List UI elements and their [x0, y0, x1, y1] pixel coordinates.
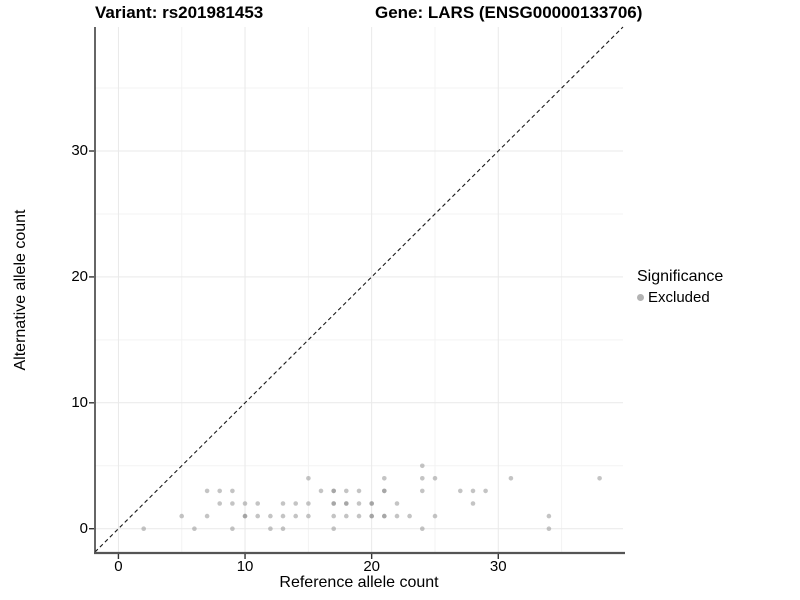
data-point [420, 488, 425, 494]
y-tick-label: 30 [71, 142, 88, 159]
gene-title: Gene: LARS (ENSG00000133706) [375, 3, 643, 22]
data-point [394, 513, 400, 519]
data-point [242, 513, 248, 519]
data-point [306, 501, 311, 506]
variant-title: Variant: rs201981453 [95, 3, 264, 22]
data-point [242, 501, 248, 506]
data-point [382, 488, 387, 494]
data-point [369, 501, 375, 506]
data-point [356, 513, 362, 519]
data-point [230, 488, 235, 494]
x-tick-label: 0 [114, 558, 123, 575]
data-point [306, 513, 311, 519]
data-point [293, 501, 299, 506]
data-point [420, 463, 425, 469]
y-tick-label: 0 [79, 519, 88, 537]
data-point [597, 476, 602, 481]
y-tick-label: 10 [71, 393, 88, 411]
legend-item-excluded: Excluded [637, 289, 723, 306]
data-point [230, 501, 235, 506]
data-point [432, 476, 438, 481]
data-point [432, 513, 438, 519]
data-point [382, 513, 387, 519]
data-point [331, 488, 337, 494]
x-tick-label: 20 [363, 558, 380, 575]
data-point [217, 488, 222, 494]
data-point [470, 488, 476, 494]
data-point [407, 513, 412, 519]
x-tick-label: 10 [236, 558, 254, 575]
legend-item-label: Excluded [648, 289, 710, 306]
x-axis-title: Reference allele count [279, 574, 439, 591]
data-point [280, 526, 286, 531]
data-point [420, 526, 425, 531]
data-point [255, 501, 260, 506]
data-point [458, 488, 463, 494]
data-point [483, 488, 488, 494]
data-point [293, 513, 299, 519]
data-point [306, 476, 311, 481]
data-point [141, 526, 146, 531]
data-point [268, 513, 273, 519]
data-point [344, 501, 349, 506]
data-point [318, 488, 324, 494]
data-point [280, 513, 286, 519]
data-point [204, 488, 210, 494]
data-point [331, 501, 337, 506]
data-point [369, 513, 375, 519]
data-point [192, 526, 197, 531]
data-point [394, 501, 400, 506]
data-point [382, 476, 387, 481]
legend-title: Significance [637, 268, 724, 285]
data-point [344, 488, 349, 494]
data-point [217, 501, 222, 506]
data-point [204, 513, 210, 519]
data-point [331, 513, 337, 519]
identity-line [94, 26, 624, 553]
data-point [356, 501, 362, 506]
data-point [420, 476, 425, 481]
y-tick-label: 20 [71, 267, 88, 285]
x-tick-label: 30 [489, 558, 507, 575]
excluded-point-icon [637, 294, 644, 301]
legend: Significance Excluded [637, 268, 723, 306]
data-point [331, 526, 337, 531]
data-point [508, 476, 514, 481]
data-point [255, 513, 260, 519]
y-axis-title: Alternative allele count [12, 209, 29, 371]
data-point [280, 501, 286, 506]
data-point [179, 513, 184, 519]
data-point [344, 513, 349, 519]
data-point [546, 526, 552, 531]
data-point [546, 513, 552, 519]
data-point [268, 526, 273, 531]
data-point [356, 488, 362, 494]
data-point [230, 526, 235, 531]
data-point [470, 501, 476, 506]
